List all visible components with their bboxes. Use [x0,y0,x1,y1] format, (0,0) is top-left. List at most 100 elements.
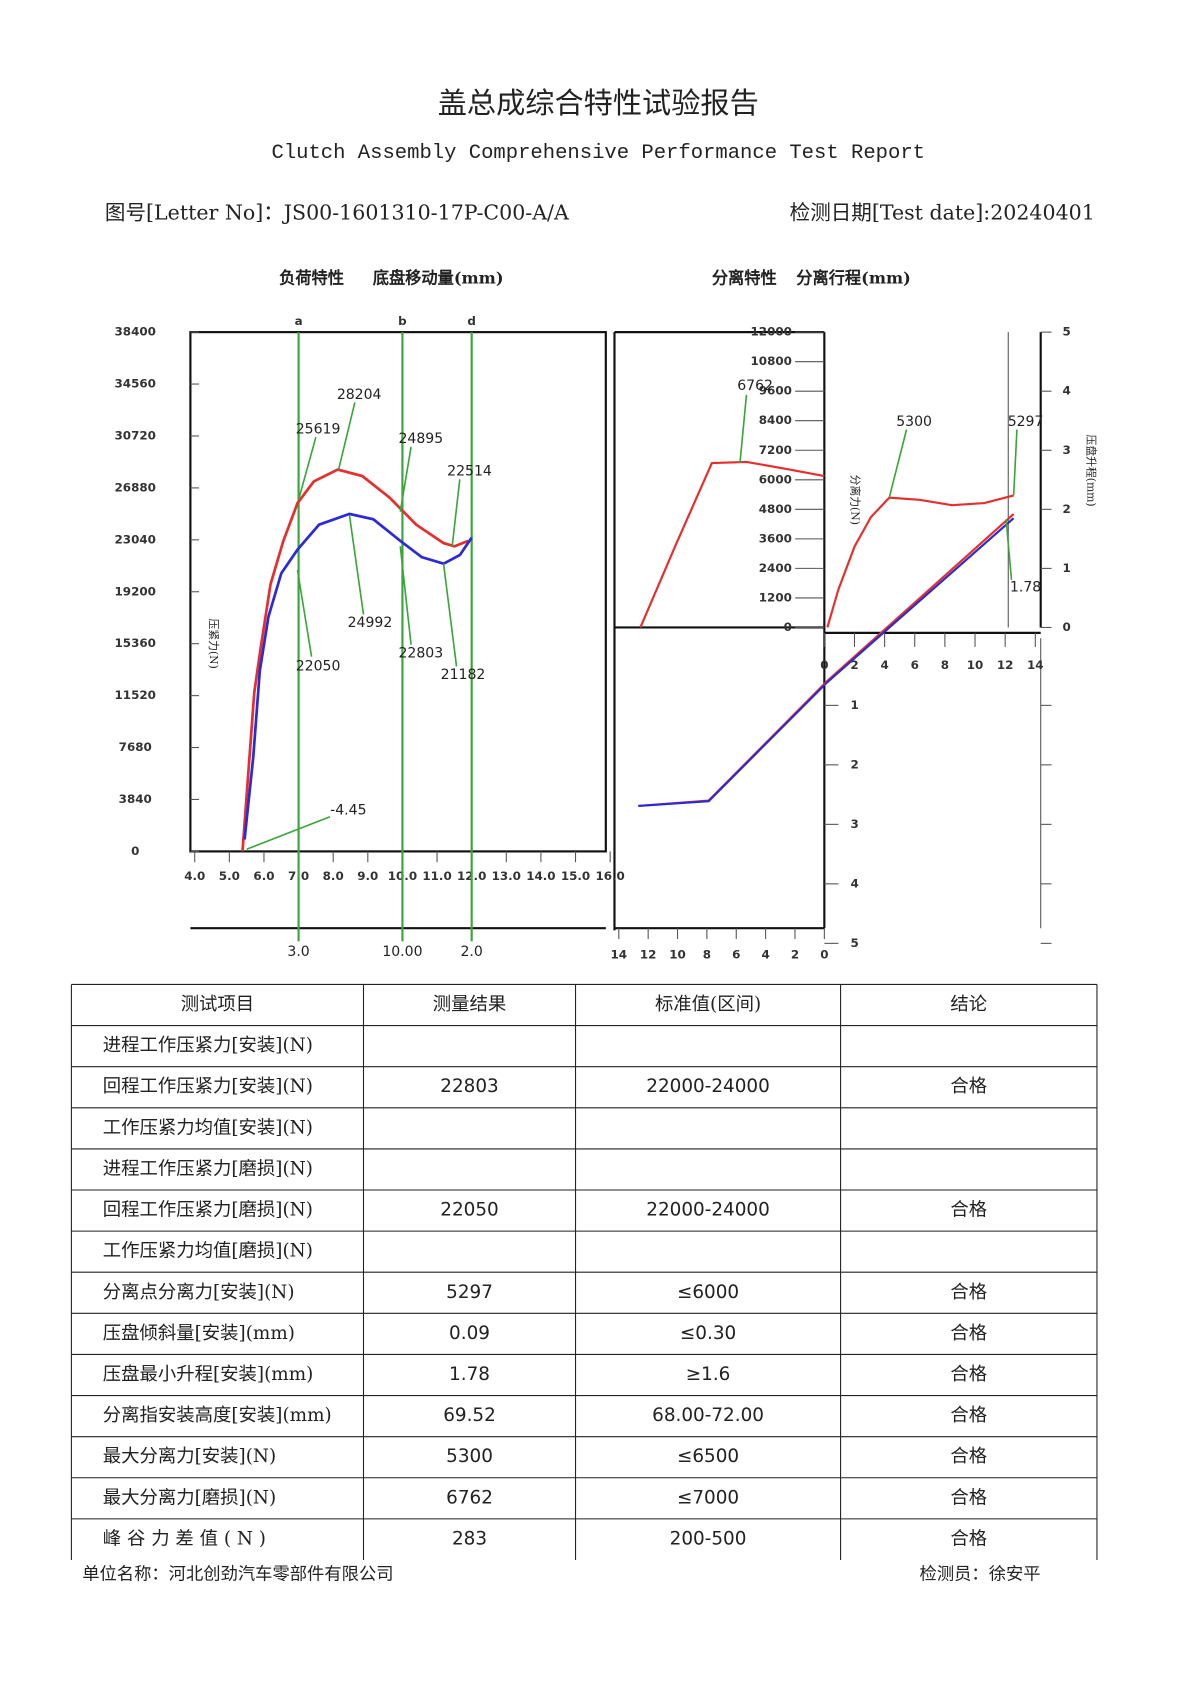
table-cell: 6762 [446,1487,493,1508]
separation-curve [638,684,826,807]
table-cell: 分离指安装高度[安装](mm) [103,1405,332,1426]
table-cell: 合格 [950,1528,987,1549]
y-tick-label: 8400 [759,413,792,427]
y2-tick-label: 3 [1063,443,1071,457]
load-curve [241,468,469,852]
table-header-cell: 标准值(区间) [655,994,761,1015]
table-cell: 最大分离力[安装](N) [103,1446,276,1467]
table-cell: 进程工作压紧力[安装](N) [103,1035,313,1056]
table-cell: 峰 谷 力 差 值 ( N ) [103,1528,266,1549]
x-tick-label: 11.0 [422,869,451,883]
separation-curve [639,460,825,628]
y-tick-label: 1200 [759,590,792,604]
annotation-leader [888,429,908,498]
annotation-leader [348,514,365,615]
x-tick-label: 14 [611,948,628,962]
table-cell: 最大分离力[磨损](N) [103,1487,276,1508]
x-tick-label: 2 [850,658,858,672]
table-cell: ≤6500 [677,1446,739,1467]
y-tick-label: 7200 [759,443,792,457]
x-tick-label: 0 [820,948,828,962]
y-tick-label: 3840 [119,792,152,806]
separation-curve [823,517,1015,686]
y-tick-label: 7680 [119,740,152,754]
table-cell: 合格 [950,1282,987,1303]
table-cell: 283 [452,1528,487,1549]
chart-title: 负荷特性 [279,269,344,288]
y-tick-label: 0 [131,844,139,858]
company: 单位名称：河北创劲汽车零部件有限公司 [82,1565,393,1585]
letter-no: 图号[Letter No]：JS00-1601310-17P-C00-A/A [105,201,570,225]
y2-tick-label: 3 [850,817,858,831]
annotation-leader [451,479,461,547]
x-tick-label: 14.0 [526,869,555,883]
report-subtitle: Clutch Assembly Comprehensive Performanc… [271,142,925,165]
table-cell: ≤7000 [677,1487,739,1508]
test-date: 检测日期[Test date]:20240401 [790,201,1095,225]
annotation: 22803 [398,645,443,661]
table-cell: 合格 [950,1364,987,1385]
table-cell: 进程工作压紧力[磨损](N) [103,1158,313,1179]
y2-tick-label: 4 [1063,384,1071,398]
x-tick-label: 10 [669,948,686,962]
table-cell: 分离点分离力[安装](N) [103,1282,295,1303]
table-cell: ≤0.30 [680,1323,736,1344]
y2-axis-label: 压盘升程(mm) [1084,435,1098,507]
table-cell: ≤6000 [677,1282,739,1303]
marker-reading: 3.0 [287,944,309,960]
table-cell: 22000-24000 [646,1076,770,1097]
table-cell: 68.00-72.00 [652,1405,764,1426]
y2-tick-label: 4 [850,876,858,890]
inspector: 检测员：徐安平 [920,1565,1041,1585]
y2-tick-label: 2 [1063,502,1071,516]
y-axis-label: 压紧力(N) [207,619,220,669]
y-tick-label: 19200 [115,584,156,598]
x-tick-label: 4.0 [184,869,205,883]
y-tick-label: 6000 [759,472,792,486]
table-cell: 工作压紧力均值[磨损](N) [103,1241,313,1262]
y-tick-label: 26880 [115,480,156,494]
x-tick-label: 0 [820,658,828,672]
y2-tick-label: 5 [1063,325,1071,339]
x-tick-label: 4 [761,948,769,962]
x-tick-label: 6 [911,658,919,672]
annotation: 5300 [896,414,932,430]
y-tick-label: 34560 [115,377,156,391]
annotation-leader [399,546,412,645]
table-cell: 200-500 [670,1528,747,1549]
x-tick-label: 15.0 [561,869,590,883]
y-tick-label: 0 [784,620,792,634]
annotation: 24992 [348,615,393,631]
annotation-leader [297,436,317,501]
x-tick-label: 10 [967,658,984,672]
x-tick-label: 8 [703,948,711,962]
annotation: 21182 [441,667,486,683]
marker-name: b [398,314,407,328]
table-cell: 合格 [950,1323,987,1344]
marker-reading: 10.00 [382,944,422,960]
annotation-leader [337,402,356,470]
annotation-leader [1012,429,1018,496]
table-cell: 5300 [446,1446,493,1467]
report-title: 盖总成综合特性试验报告 [438,86,759,120]
annotation: 22050 [296,658,341,674]
y-tick-label: 2400 [759,561,792,575]
y-tick-label: 9600 [759,384,792,398]
table-cell: 合格 [950,1487,987,1508]
x-tick-label: 13.0 [492,869,521,883]
chart-title: 分离特性 [712,269,777,288]
table-cell: 合格 [950,1446,987,1467]
table-cell: 69.52 [443,1405,496,1426]
table-cell: 压盘倾斜量[安装](mm) [103,1323,295,1344]
annotation: 5297 [1008,414,1044,430]
table-header-cell: 结论 [950,994,987,1015]
annotation: -4.45 [330,802,366,818]
annotation: 25619 [296,421,341,437]
x-tick-label: 6.0 [253,869,274,883]
y2-tick-label: 5 [850,936,858,950]
x-tick-label: 8.0 [323,869,344,883]
y-axis-label: 分离力(N) [849,475,863,525]
y-tick-label: 12000 [751,325,792,339]
annotation-leader [1005,519,1013,580]
